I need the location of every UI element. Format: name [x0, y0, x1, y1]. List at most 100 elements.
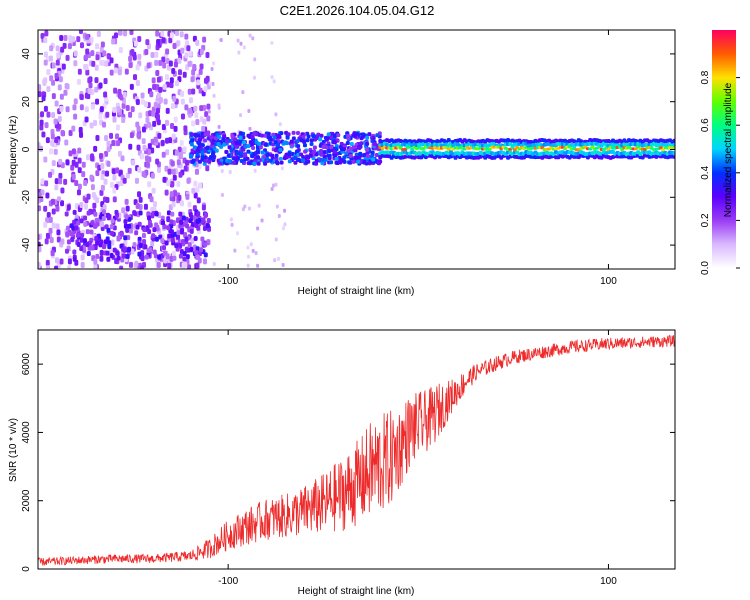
spectrogram-cell: [77, 68, 82, 75]
spectrogram-cell: [48, 216, 53, 223]
spectrogram-x-tick-label: 100: [600, 276, 617, 287]
spectrogram-cell: [308, 153, 313, 158]
spectrogram-cell: [82, 238, 87, 244]
spectrogram-cell: [174, 243, 179, 249]
colorbar-tick-label: 0.6: [700, 118, 711, 132]
spectrogram-cell: [79, 246, 84, 252]
spectrogram-cell: [233, 137, 238, 142]
spectrogram-cell: [119, 265, 124, 269]
spectrogram-cell: [123, 223, 128, 229]
spectrogram-cell: [54, 100, 59, 107]
spectrogram-cell: [115, 250, 120, 256]
spectrogram-cell: [132, 210, 137, 216]
spectrogram-cell: [195, 119, 200, 126]
spectrogram-cell: [192, 145, 197, 150]
spectrogram-cell: [145, 225, 150, 231]
spectrogram-cell: [135, 79, 140, 86]
spectrogram-cell: [205, 51, 210, 58]
spectrogram-cell: [191, 120, 196, 127]
spectrogram-cell: [129, 30, 134, 36]
spectrogram-cell: [346, 148, 351, 153]
spectrogram-cells: [38, 30, 675, 269]
spectrogram-cell: [131, 159, 136, 166]
spectrogram-cell: [56, 229, 61, 236]
spectrogram-cell: [112, 247, 117, 253]
spectrogram-cell: [199, 48, 204, 55]
spectrogram-cell: [145, 39, 150, 46]
spectrogram-cell: [106, 160, 111, 167]
spectrogram-cell: [253, 57, 257, 62]
spectrogram-cell: [203, 212, 208, 218]
spectrogram-cell: [177, 69, 182, 76]
spectrogram-cell: [164, 74, 169, 81]
spectrogram-cell: [122, 246, 127, 252]
spectrogram-cell: [146, 62, 151, 69]
spectrogram-cell: [189, 228, 194, 234]
spectrogram-cell: [60, 46, 65, 53]
spectrogram-cell: [45, 232, 50, 239]
spectrogram-cell: [227, 159, 232, 164]
spectrogram-cell: [120, 155, 125, 162]
spectrogram-cell: [672, 154, 675, 159]
spectrogram-cell: [351, 159, 356, 164]
spectrogram-cell: [83, 215, 88, 221]
spectrogram-cell: [236, 231, 240, 236]
spectrogram-cell: [158, 234, 163, 240]
spectrogram-cell: [155, 113, 160, 120]
spectrogram-cell: [68, 150, 73, 157]
spectrogram-cell: [195, 186, 200, 193]
spectrogram-cell: [140, 92, 145, 99]
spectrogram-cell: [106, 256, 111, 262]
spectrogram-cell: [233, 248, 237, 253]
spectrogram-cell: [270, 75, 274, 80]
spectrogram-cell: [241, 207, 245, 212]
spectrogram-cell: [50, 139, 55, 146]
spectrogram-cell: [410, 147, 415, 151]
spectrogram-cell: [123, 218, 128, 224]
spectrogram-cell: [59, 258, 64, 265]
spectrogram-cell: [194, 222, 199, 228]
spectrogram-cell: [190, 138, 195, 143]
spectrogram-cell: [72, 256, 77, 262]
spectrogram-cell: [309, 141, 314, 146]
spectrogram-cell: [145, 116, 150, 123]
spectrogram-cell: [241, 140, 246, 145]
spectrogram-cell: [161, 56, 166, 63]
spectrogram-cell: [74, 180, 79, 187]
spectrogram-cell: [161, 37, 166, 44]
spectrogram-cell: [170, 160, 175, 167]
spectrogram-cell: [312, 149, 317, 154]
spectrogram-cell: [160, 30, 165, 37]
spectrogram-cell: [110, 239, 115, 246]
spectrogram-cell: [320, 157, 325, 162]
spectrogram-cell: [172, 255, 177, 261]
spectrogram-cell: [268, 158, 273, 163]
spectrogram-cell: [153, 102, 158, 109]
spectrogram-cell: [247, 109, 251, 114]
spectrogram-cell: [178, 253, 183, 259]
spectrogram-cell: [190, 237, 195, 244]
spectrogram-cell: [270, 40, 274, 45]
spectrogram-cell: [200, 151, 205, 156]
spectrogram-cell: [246, 245, 250, 250]
spectrogram-cell: [121, 116, 126, 123]
spectrogram-cell: [109, 57, 114, 64]
spectrogram-cell: [85, 154, 90, 161]
spectrogram-cell: [154, 211, 159, 217]
spectrogram-cell: [74, 225, 79, 231]
spectrogram-cell: [342, 155, 347, 160]
spectrogram-cell: [84, 116, 89, 123]
spectrogram-cell: [263, 133, 268, 138]
spectrogram-cell: [158, 97, 163, 104]
spectrogram-cell: [206, 218, 211, 224]
spectrogram-cell: [182, 71, 187, 78]
spectrogram-cell: [180, 98, 185, 105]
spectrogram-cell: [85, 48, 90, 55]
spectrogram-cell: [77, 183, 82, 190]
spectrogram-cell: [273, 140, 278, 145]
spectrogram-cell: [113, 87, 118, 94]
spectrogram-cell: [162, 245, 167, 251]
spectrogram-cell: [150, 240, 155, 247]
spectrogram-cell: [164, 165, 169, 172]
spectrogram-cell: [186, 45, 191, 52]
